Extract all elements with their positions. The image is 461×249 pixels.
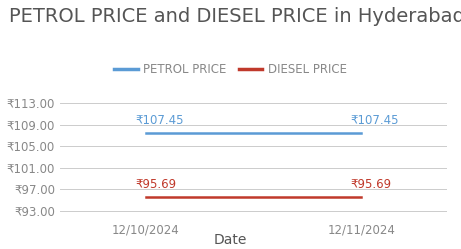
Text: ₹95.69: ₹95.69 [350,178,391,191]
Text: ₹95.69: ₹95.69 [135,178,177,191]
Legend: PETROL PRICE, DIESEL PRICE: PETROL PRICE, DIESEL PRICE [109,58,352,81]
Text: Date: Date [214,233,247,247]
Text: ₹107.45: ₹107.45 [135,115,184,127]
Text: ₹107.45: ₹107.45 [350,115,399,127]
Text: PETROL PRICE and DIESEL PRICE in Hyderabad: PETROL PRICE and DIESEL PRICE in Hyderab… [9,7,461,26]
